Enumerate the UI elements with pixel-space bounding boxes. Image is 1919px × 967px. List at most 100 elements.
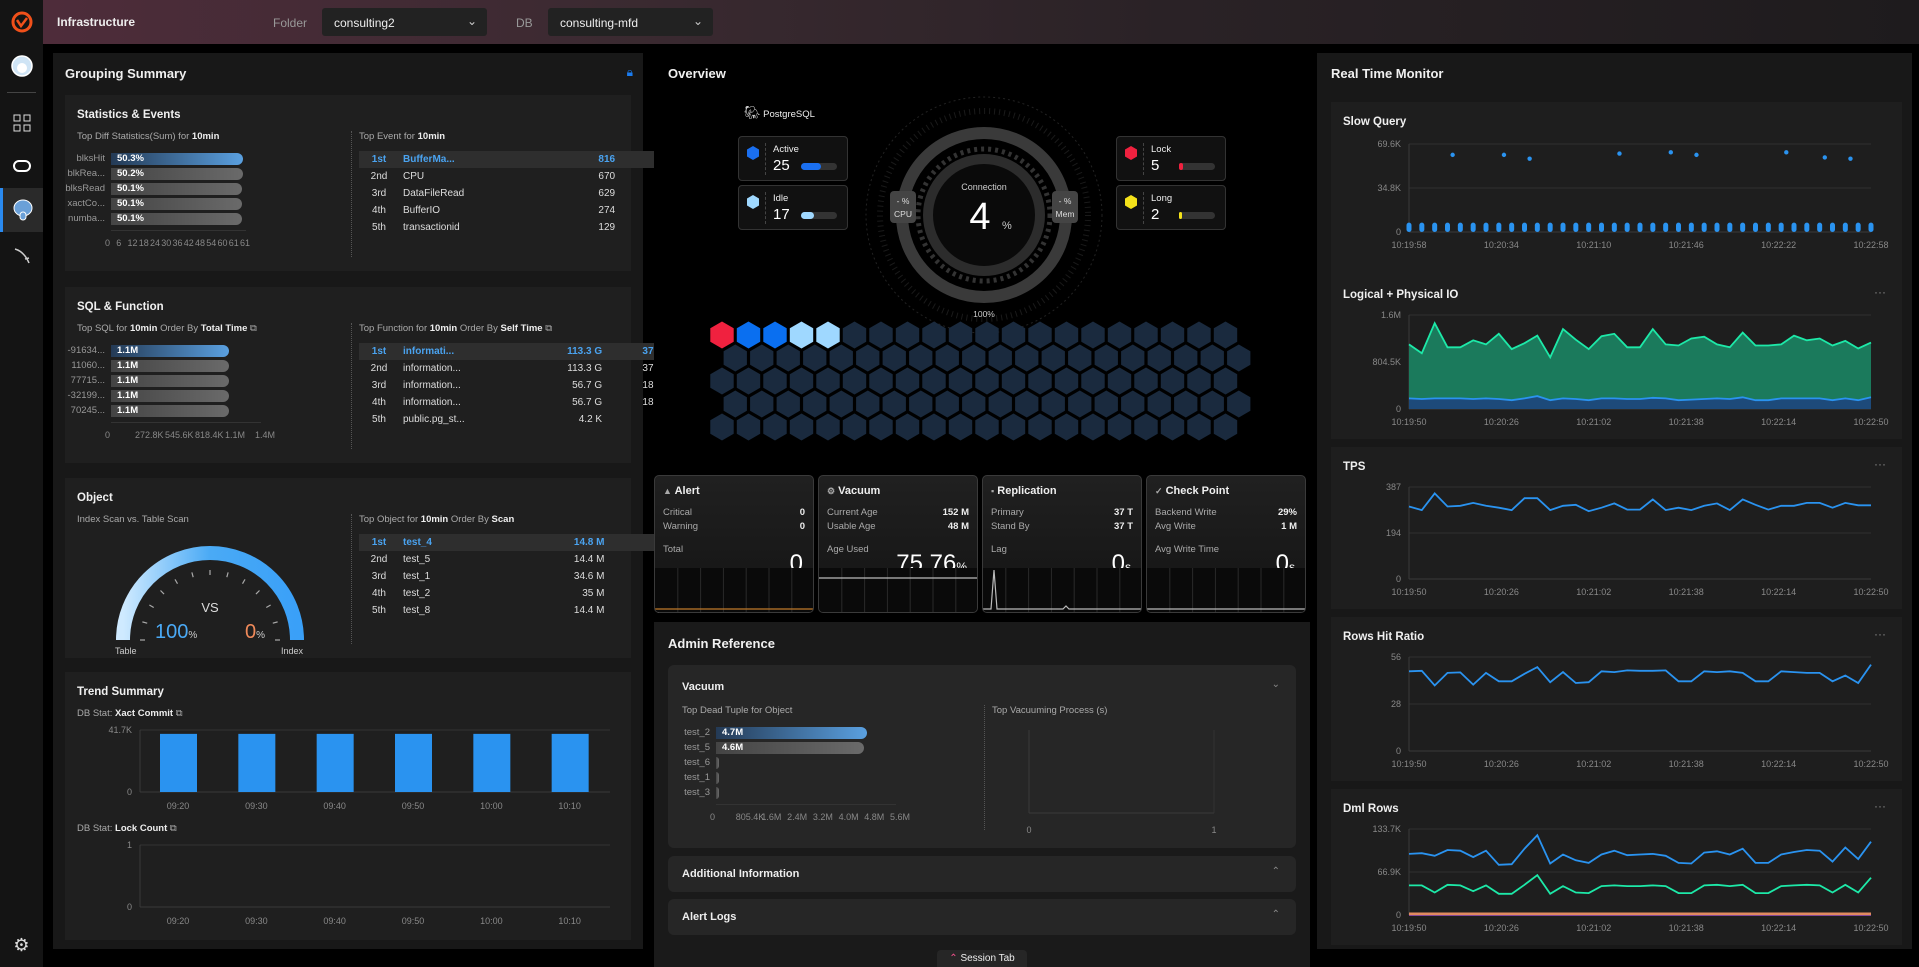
- session-hex-empty[interactable]: [1121, 344, 1145, 372]
- xact-commit-subtitle[interactable]: DB Stat: Xact Commit ⧉: [77, 708, 183, 719]
- session-hex-empty[interactable]: [1081, 367, 1105, 395]
- bar[interactable]: [716, 787, 719, 799]
- session-hex-empty[interactable]: [1015, 344, 1039, 372]
- session-hex-empty[interactable]: [1001, 367, 1026, 395]
- session-hex-empty[interactable]: [736, 367, 761, 395]
- session-hex-empty[interactable]: [1147, 344, 1171, 372]
- session-hex-empty[interactable]: [1187, 367, 1211, 395]
- bar[interactable]: 50.1%: [111, 183, 243, 195]
- check-point-stat-card[interactable]: ✓ Check Point Backend Write 29% Avg Write 1 …: [1146, 475, 1306, 613]
- top-function-subtitle[interactable]: Top Function for 10min Order By Self Tim…: [359, 323, 553, 334]
- session-hex-empty[interactable]: [922, 413, 946, 441]
- bar[interactable]: 1.1M: [111, 375, 229, 387]
- bar[interactable]: [716, 772, 719, 784]
- gear-icon[interactable]: ⚙: [13, 934, 30, 955]
- session-hex-empty[interactable]: [1200, 390, 1224, 418]
- session-hex-empty[interactable]: [1028, 321, 1052, 349]
- db-select[interactable]: consulting-mfd ⌄: [548, 8, 713, 36]
- session-hex-empty[interactable]: [909, 344, 933, 372]
- active-session-card[interactable]: Active 25: [738, 136, 848, 181]
- replication-stat-card[interactable]: ▪ Replication Primary 37 T Stand By 37 T Lag 0…: [982, 475, 1142, 613]
- session-hex-empty[interactable]: [776, 344, 800, 372]
- session-hex-empty[interactable]: [895, 413, 920, 441]
- session-hex-empty[interactable]: [948, 413, 973, 441]
- session-hex-empty[interactable]: [803, 390, 827, 418]
- session-hex-empty[interactable]: [895, 367, 920, 395]
- session-hex-empty[interactable]: [829, 390, 853, 418]
- bar[interactable]: 50.1%: [111, 198, 243, 210]
- session-hex-empty[interactable]: [1068, 390, 1092, 418]
- session-hex-empty[interactable]: [1200, 344, 1224, 372]
- session-hex-empty[interactable]: [1187, 413, 1211, 441]
- session-hex-empty[interactable]: [948, 367, 973, 395]
- session-hex-empty[interactable]: [1041, 344, 1065, 372]
- session-hex-empty[interactable]: [723, 390, 747, 418]
- session-hex-empty[interactable]: [1094, 390, 1118, 418]
- session-hex-empty[interactable]: [789, 367, 814, 395]
- session-hex-empty[interactable]: [763, 367, 787, 395]
- accordion-title[interactable]: Vacuum: [682, 681, 725, 693]
- chevron-down-icon[interactable]: ⌄: [1271, 679, 1280, 690]
- logo-icon[interactable]: [0, 4, 43, 40]
- session-hex-empty[interactable]: [869, 321, 893, 349]
- session-hex-empty[interactable]: [1028, 367, 1052, 395]
- postgresql-icon[interactable]: [0, 188, 43, 232]
- session-hex-idle[interactable]: [816, 321, 840, 349]
- bar[interactable]: 1.1M: [111, 390, 229, 402]
- session-hex-idle[interactable]: [789, 321, 814, 349]
- table-row[interactable]: 5thtransactionid1292: [359, 219, 677, 236]
- folder-select[interactable]: consulting2 ⌄: [322, 8, 487, 36]
- oracle-icon[interactable]: [0, 148, 43, 184]
- session-hex-empty[interactable]: [869, 413, 893, 441]
- session-hex-empty[interactable]: [962, 344, 986, 372]
- session-hex-empty[interactable]: [922, 367, 946, 395]
- session-hex-empty[interactable]: [1121, 390, 1145, 418]
- session-hex-empty[interactable]: [816, 367, 840, 395]
- session-hex-empty[interactable]: [1160, 413, 1185, 441]
- session-hex-empty[interactable]: [842, 321, 867, 349]
- more-options-icon[interactable]: ···: [1874, 627, 1886, 641]
- session-hex-empty[interactable]: [1094, 344, 1118, 372]
- alert-stat-card[interactable]: ▲ Alert Critical 0 Warning 0 Total 0: [654, 475, 814, 613]
- session-hex-empty[interactable]: [975, 413, 999, 441]
- mysql-icon[interactable]: [0, 238, 43, 274]
- session-hex-empty[interactable]: [1054, 321, 1079, 349]
- session-hex-empty[interactable]: [1134, 321, 1158, 349]
- lock-count-subtitle[interactable]: DB Stat: Lock Count ⧉: [77, 823, 177, 834]
- session-hex-empty[interactable]: [816, 413, 840, 441]
- session-hex-empty[interactable]: [1134, 367, 1158, 395]
- session-hex-empty[interactable]: [869, 367, 893, 395]
- session-hex-empty[interactable]: [776, 390, 800, 418]
- session-hex-empty[interactable]: [750, 390, 774, 418]
- session-hex-empty[interactable]: [856, 390, 880, 418]
- session-hex-empty[interactable]: [1001, 413, 1026, 441]
- session-hex-empty[interactable]: [1041, 390, 1065, 418]
- more-options-icon[interactable]: ···: [1874, 285, 1886, 299]
- lock-icon[interactable]: 🔒︎: [626, 65, 633, 79]
- session-hex-empty[interactable]: [1054, 367, 1079, 395]
- session-hex-empty[interactable]: [1213, 413, 1238, 441]
- bar[interactable]: [716, 757, 719, 769]
- session-hex-empty[interactable]: [895, 321, 920, 349]
- session-hex-empty[interactable]: [803, 344, 827, 372]
- lock-session-card[interactable]: Lock 5: [1116, 136, 1226, 181]
- bar[interactable]: 50.2%: [111, 168, 243, 180]
- session-hex-empty[interactable]: [962, 390, 986, 418]
- bar[interactable]: 4.6M: [716, 742, 864, 754]
- session-hex-empty[interactable]: [750, 344, 774, 372]
- idle-session-card[interactable]: Idle 17: [738, 185, 848, 230]
- session-hex-empty[interactable]: [1028, 413, 1052, 441]
- session-hex-empty[interactable]: [1068, 344, 1092, 372]
- session-hex-empty[interactable]: [829, 344, 853, 372]
- long-session-card[interactable]: Long 2: [1116, 185, 1226, 230]
- session-hex-empty[interactable]: [789, 413, 814, 441]
